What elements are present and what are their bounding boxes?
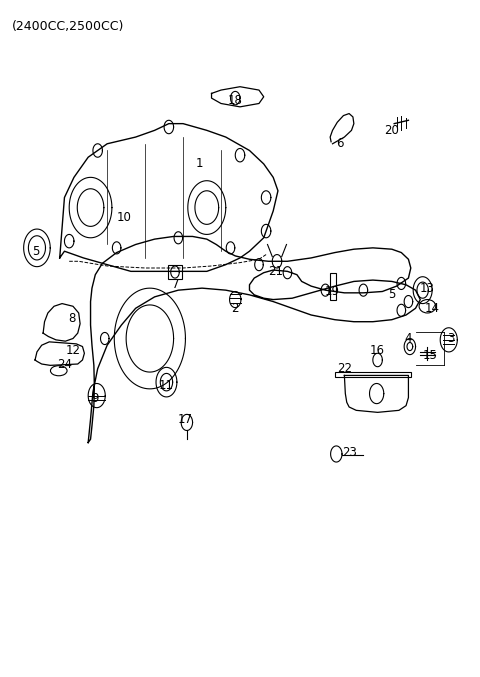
Text: (2400CC,2500CC): (2400CC,2500CC): [12, 20, 125, 32]
Text: 24: 24: [57, 357, 72, 370]
Bar: [168, 265, 182, 280]
Text: 21: 21: [268, 265, 283, 278]
Text: 4: 4: [405, 332, 412, 345]
Text: 20: 20: [384, 124, 399, 137]
Text: 9: 9: [92, 393, 99, 406]
Text: 3: 3: [447, 332, 455, 345]
Text: 11: 11: [159, 379, 174, 392]
Text: 22: 22: [337, 362, 352, 375]
Text: 7: 7: [172, 278, 180, 291]
Text: 10: 10: [116, 211, 131, 224]
Text: 19: 19: [325, 285, 340, 298]
Text: 8: 8: [68, 312, 75, 325]
Text: 13: 13: [420, 282, 435, 294]
Text: 5: 5: [388, 288, 396, 301]
Text: 16: 16: [370, 344, 385, 357]
Bar: [335, 372, 411, 378]
Text: 12: 12: [65, 344, 81, 357]
Text: 18: 18: [228, 93, 243, 107]
Text: 2: 2: [231, 302, 239, 315]
Text: 23: 23: [342, 446, 357, 459]
Bar: [330, 273, 336, 299]
Text: 5: 5: [32, 244, 40, 258]
Text: 6: 6: [336, 137, 343, 150]
Text: 17: 17: [178, 412, 193, 426]
Text: 1: 1: [196, 158, 204, 171]
Text: 15: 15: [422, 349, 437, 362]
Text: 14: 14: [425, 302, 440, 315]
